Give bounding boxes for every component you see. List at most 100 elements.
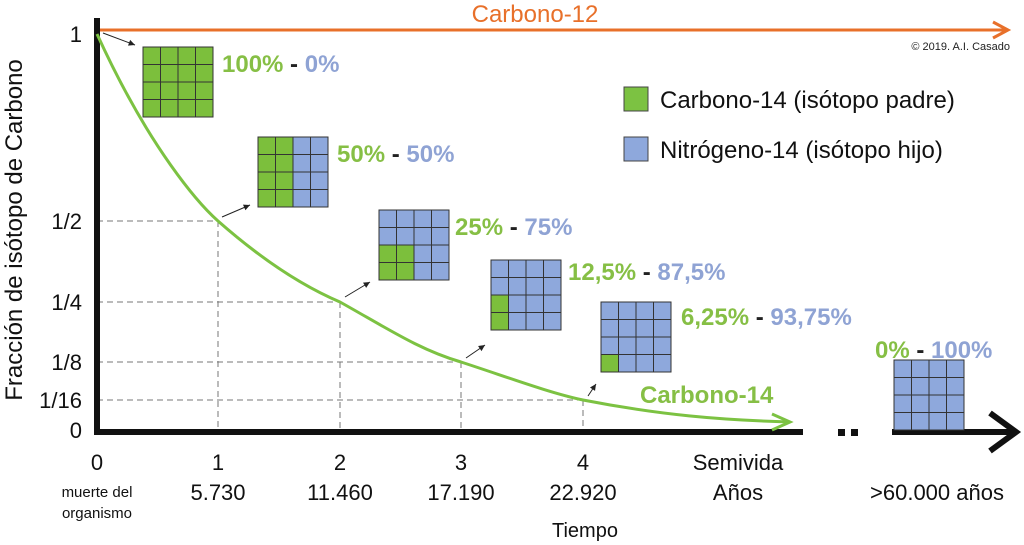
carbon-14-cell — [396, 262, 415, 281]
x-tick-label: 4 — [577, 450, 589, 475]
separator: - — [749, 304, 770, 331]
nitrogen-14-cell — [413, 227, 432, 246]
carbon-14-cell — [275, 189, 294, 208]
parent-percent: 6,25% — [681, 304, 749, 331]
stage-percentages: 25% - 75% — [455, 214, 572, 241]
carbon-14-cell — [257, 189, 276, 208]
nitrogen-14-cell — [525, 277, 544, 296]
nitrogen-14-cell — [946, 394, 965, 413]
y-tick-label: 1/4 — [51, 290, 82, 315]
child-percent: 75% — [524, 214, 572, 241]
pointer-arrowhead — [478, 345, 485, 352]
nitrogen-14-cell — [928, 377, 947, 396]
nitrogen-14-cell — [413, 262, 432, 281]
nitrogen-14-cell — [413, 209, 432, 228]
carbon-14-cell — [275, 154, 294, 173]
nitrogen-14-cell — [310, 136, 329, 155]
carbon-14-cell — [195, 99, 214, 118]
nitrogen-14-cell — [378, 209, 397, 228]
nitrogen-14-cell — [396, 227, 415, 246]
carbon-14-cell — [396, 244, 415, 263]
carbon-14-cell — [257, 154, 276, 173]
carbon-14-cell — [490, 294, 509, 313]
carbon-14-cell — [257, 171, 276, 190]
nitrogen-14-cell — [508, 259, 527, 278]
nitrogen-14-cell — [490, 259, 509, 278]
nitrogen-14-cell — [310, 171, 329, 190]
nitrogen-14-cell — [508, 312, 527, 331]
nitrogen-14-cell — [653, 319, 672, 338]
separator: - — [283, 51, 304, 78]
stage-percentages: 100% - 0% — [222, 51, 339, 78]
separator: - — [636, 259, 657, 286]
separator: - — [910, 337, 931, 364]
x-axis-arrowhead — [988, 410, 1022, 454]
pointer-arrowhead — [363, 282, 370, 288]
y-tick-label: 1/16 — [39, 388, 82, 413]
x-axis-name-semivida: Semivida — [693, 450, 784, 475]
child-percent: 100% — [931, 337, 992, 364]
carbon-14-cell — [378, 262, 397, 281]
x-tick-label: 0 — [91, 450, 103, 475]
nitrogen-14-cell — [413, 244, 432, 263]
carbon-14-cell — [275, 136, 294, 155]
nitrogen-14-cell — [618, 319, 637, 338]
stage-percentages: 12,5% - 87,5% — [568, 259, 725, 286]
pointer-arrowhead — [128, 39, 135, 46]
nitrogen-14-cell — [292, 171, 311, 190]
pointer-arrowhead — [243, 204, 250, 211]
nitrogen-14-cell — [911, 394, 930, 413]
nitrogen-14-cell — [431, 262, 450, 281]
carbon-12-arrowhead — [992, 20, 1012, 40]
nitrogen-14-cell — [618, 301, 637, 320]
nitrogen-14-cell — [431, 227, 450, 246]
carbon-12-label: Carbono-12 — [472, 1, 599, 28]
carbon-14-cell — [142, 81, 161, 100]
nitrogen-14-cell — [525, 259, 544, 278]
nitrogen-14-cell — [310, 154, 329, 173]
carbon-14-cell — [275, 171, 294, 190]
nitrogen-14-cell — [618, 354, 637, 373]
nitrogen-14-cell — [310, 189, 329, 208]
separator: - — [503, 214, 524, 241]
carbon-14-arrowhead — [771, 412, 794, 432]
nitrogen-14-cell — [431, 209, 450, 228]
carbon-14-cell — [600, 354, 619, 373]
nitrogen-14-cell — [543, 312, 562, 331]
x-tick-sublabel: 11.460 — [307, 480, 373, 505]
parent-percent: 100% — [222, 51, 283, 78]
nitrogen-14-cell — [653, 336, 672, 355]
child-percent: 87,5% — [657, 259, 725, 286]
carbon-14-cell — [142, 64, 161, 83]
carbon-14-cell — [160, 81, 179, 100]
carbon-14-cell — [177, 64, 196, 83]
nitrogen-14-cell — [378, 227, 397, 246]
legend-label: Nitrógeno-14 (isótopo hijo) — [660, 137, 943, 164]
x-tick-label: 1 — [212, 450, 224, 475]
nitrogen-14-cell — [653, 301, 672, 320]
carbon-14-cell — [195, 46, 214, 65]
nitrogen-14-cell — [508, 294, 527, 313]
parent-percent: 12,5% — [568, 259, 636, 286]
pointer-arrowhead — [589, 384, 596, 391]
nitrogen-14-cell — [508, 277, 527, 296]
carbon-14-cell — [490, 312, 509, 331]
nitrogen-14-cell — [490, 277, 509, 296]
nitrogen-14-cell — [653, 354, 672, 373]
carbon-14-cell — [195, 64, 214, 83]
carbon-14-cell — [195, 81, 214, 100]
nitrogen-14-cell — [543, 277, 562, 296]
nitrogen-14-cell — [635, 319, 654, 338]
x-tick-label: 2 — [334, 450, 346, 475]
y-tick-label: 1 — [70, 22, 82, 47]
nitrogen-14-cell — [928, 412, 947, 431]
y-tick-label: 1/8 — [51, 350, 82, 375]
stage-percentages: 6,25% - 93,75% — [681, 304, 852, 331]
parent-percent: 0% — [875, 337, 910, 364]
nitrogen-14-cell — [635, 354, 654, 373]
axis-break-dot — [838, 429, 845, 436]
copyright: © 2019. A.I. Casado — [911, 41, 1010, 53]
separator: - — [385, 141, 406, 168]
child-percent: 93,75% — [770, 304, 851, 331]
